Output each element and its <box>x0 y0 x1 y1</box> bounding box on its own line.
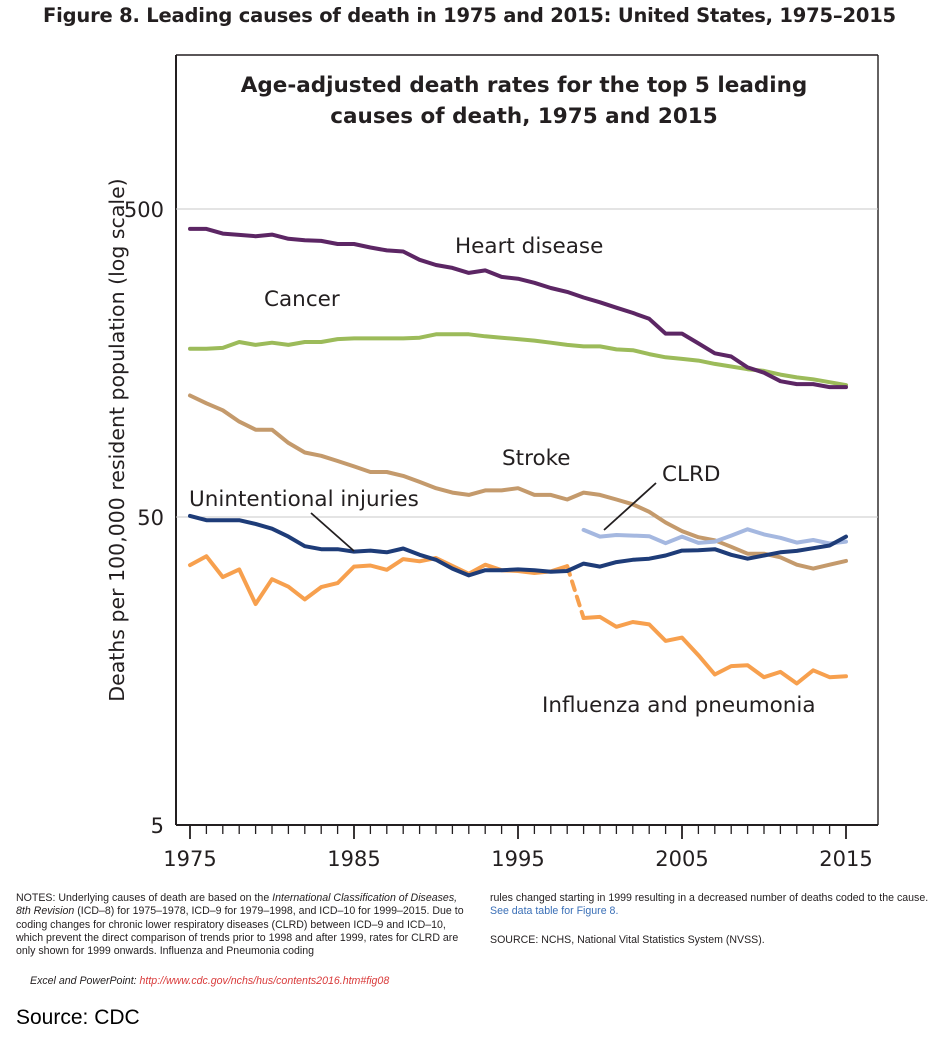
leader-line-unintentional-injuries <box>310 512 355 552</box>
series-line-clrd <box>581 527 848 546</box>
series-line-unintentional-injuries <box>188 513 848 578</box>
notes-icd-title: International Classification of Diseases… <box>16 892 458 918</box>
chart-title-line-2: causes of death, 1975 and 2015 <box>330 104 717 129</box>
notes-text-c: rules changed starting in 1999 resulting… <box>490 892 929 904</box>
x-tick-label-2015: 2015 <box>819 847 872 871</box>
series-line-cancer <box>188 332 848 388</box>
excel-link[interactable]: http://www.cdc.gov/nchs/hus/contents2016… <box>139 975 390 987</box>
label-influenza-and-pneumonia: Influenza and pneumonia <box>542 693 816 718</box>
y-tick-label-5: 5 <box>151 814 164 838</box>
excel-line: Excel and PowerPoint: http://www.cdc.gov… <box>30 975 630 988</box>
series-line-influenza-and-pneumonia-transition <box>565 564 586 620</box>
data-table-link[interactable]: See data table for Figure 8. <box>490 905 619 918</box>
x-tick-label-1975: 1975 <box>163 847 216 871</box>
y-axis-label: Deaths per 100,000 resident population (… <box>105 178 129 701</box>
y-tick-label-500: 500 <box>124 198 164 222</box>
figure-title: Figure 8. Leading causes of death in 197… <box>43 4 896 27</box>
series-line-influenza-and-pneumonia-icd9 <box>188 554 570 606</box>
chart-title-line-1: Age-adjusted death rates for the top 5 l… <box>241 73 808 98</box>
label-clrd: CLRD <box>662 462 721 487</box>
chart: Age-adjusted death rates for the top 5 l… <box>105 54 879 871</box>
label-stroke: Stroke <box>502 446 571 471</box>
notes-text-a: NOTES: Underlying causes of death are ba… <box>16 892 273 904</box>
excel-label: Excel and PowerPoint: <box>30 975 140 987</box>
label-cancer: Cancer <box>264 287 340 312</box>
label-heart-disease: Heart disease <box>455 234 603 259</box>
x-tick-label-1985: 1985 <box>327 847 380 871</box>
notes-text-b: (ICD–8) for 1975–1978, ICD–9 for 1979–19… <box>16 905 464 958</box>
notes-column-2: rules changed starting in 1999 resulting… <box>490 892 930 919</box>
series-line-heart-disease <box>188 226 848 390</box>
notes-column-1: NOTES: Underlying causes of death are ba… <box>16 892 471 958</box>
leader-line-clrd <box>603 482 657 531</box>
x-tick-label-2005: 2005 <box>655 847 708 871</box>
x-tick-label-1995: 1995 <box>491 847 544 871</box>
label-unintentional-injuries: Unintentional injuries <box>189 487 419 512</box>
source-nvss: SOURCE: NCHS, National Vital Statistics … <box>490 934 765 946</box>
series-line-influenza-and-pneumonia-icd10 <box>581 614 848 686</box>
y-tick-label-50: 50 <box>137 506 164 530</box>
series-line-stroke <box>188 393 848 571</box>
source-caption: Source: CDC <box>16 1006 140 1029</box>
